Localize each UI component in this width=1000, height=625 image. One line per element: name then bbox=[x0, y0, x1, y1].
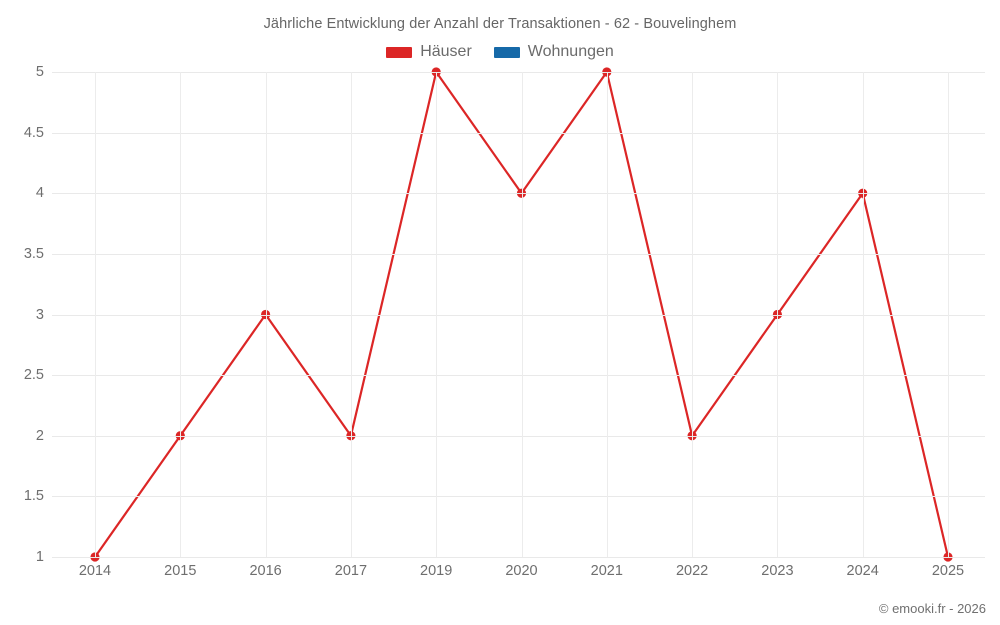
x-tick-label: 2024 bbox=[846, 563, 879, 579]
gridline-vertical bbox=[862, 72, 864, 557]
gridline-vertical bbox=[692, 72, 694, 557]
gridline-vertical bbox=[350, 72, 352, 557]
x-tick-label: 2019 bbox=[420, 563, 453, 579]
x-tick-label: 2016 bbox=[249, 563, 282, 579]
gridline-horizontal bbox=[52, 557, 985, 558]
x-tick-label: 2014 bbox=[78, 563, 112, 579]
y-tick-label: 4.5 bbox=[23, 124, 44, 141]
x-tick-label: 2025 bbox=[931, 563, 965, 579]
gridline-vertical bbox=[436, 72, 438, 557]
legend-swatch-icon bbox=[386, 46, 413, 58]
y-tick-label: 1 bbox=[35, 549, 44, 565]
gridline-horizontal bbox=[52, 375, 985, 377]
gridline-horizontal bbox=[52, 193, 985, 195]
y-tick-label: 3 bbox=[35, 306, 44, 323]
gridline-vertical bbox=[777, 72, 779, 557]
gridline-vertical bbox=[606, 72, 608, 557]
gridline-vertical bbox=[521, 72, 523, 557]
legend-item-häuser[interactable]: Häuser bbox=[386, 43, 472, 61]
x-tick-label: 2023 bbox=[761, 563, 794, 579]
gridline-horizontal bbox=[52, 496, 985, 498]
y-tick-label: 1.5 bbox=[23, 488, 44, 505]
gridline-horizontal bbox=[52, 132, 985, 134]
x-tick-label: 2021 bbox=[590, 563, 623, 579]
chart-legend: Häuser Wohnungen bbox=[0, 43, 1000, 61]
y-tick-label: 2 bbox=[35, 427, 44, 444]
legend-label: Wohnungen bbox=[527, 43, 614, 60]
gridline-vertical bbox=[948, 72, 949, 557]
x-axis-tick-labels: 2014 2015 2016 2017 2019 2020 2021 2022 2023 2024… bbox=[52, 563, 985, 587]
gridline-horizontal bbox=[52, 72, 985, 73]
plot-area bbox=[52, 67, 985, 562]
x-tick-label: 2022 bbox=[675, 563, 709, 579]
x-tick-label: 2017 bbox=[334, 563, 368, 579]
legend-swatch-icon bbox=[493, 46, 520, 58]
gridline-vertical bbox=[95, 72, 96, 557]
y-tick-label: 3.5 bbox=[23, 245, 44, 262]
chart-title: Jährliche Entwicklung der Anzahl der Tra… bbox=[263, 16, 737, 32]
legend-label: Häuser bbox=[420, 43, 472, 60]
x-tick-label: 2020 bbox=[505, 563, 538, 579]
y-axis-tick-labels: 1 1.5 2 2.5 3 3.5 4 4.5 5 bbox=[0, 64, 44, 565]
y-tick-label: 4 bbox=[35, 185, 44, 202]
gridline-vertical bbox=[180, 72, 182, 557]
y-tick-label: 5 bbox=[35, 64, 44, 80]
legend-item-wohnungen[interactable]: Wohnungen bbox=[493, 43, 614, 61]
gridline-vertical bbox=[265, 72, 267, 557]
gridline-horizontal bbox=[52, 253, 985, 255]
y-tick-label: 2.5 bbox=[23, 367, 44, 384]
gridline-horizontal bbox=[52, 314, 985, 316]
gridline-horizontal bbox=[52, 435, 985, 437]
copyright-text: © emooki.fr - 2026 bbox=[878, 601, 986, 616]
x-tick-label: 2015 bbox=[164, 563, 197, 579]
